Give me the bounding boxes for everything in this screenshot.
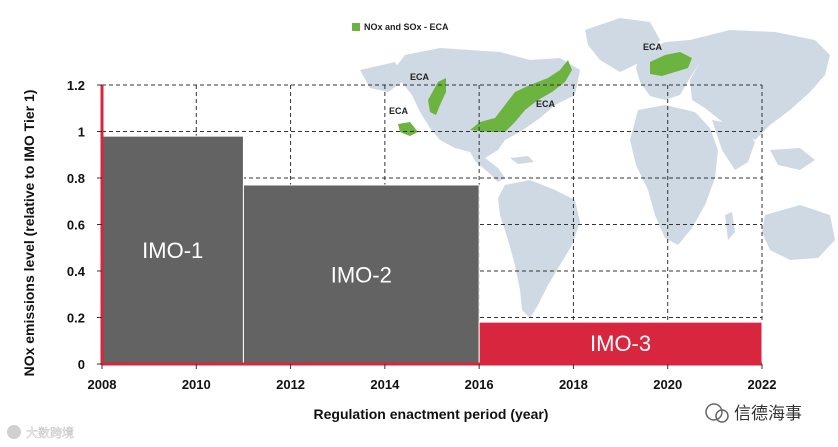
watermark-left-text: 大数跨境 [26, 425, 74, 440]
eca-zones [352, 23, 692, 136]
eca-label-west: ECA [410, 72, 430, 82]
y-tick-label-5: 1 [78, 125, 85, 140]
y-tick-label-4: 0.8 [67, 171, 85, 186]
x-tick-label-2: 2012 [276, 377, 305, 392]
x-axis-title: Regulation enactment period (year) [314, 406, 549, 422]
bar-label-imo-1: IMO-1 [142, 238, 203, 263]
eca-zone-us-east [470, 60, 572, 132]
wechat-icon [705, 403, 723, 421]
bar-imo-3 [478, 321, 763, 365]
watermark-right: 信德海事 [705, 403, 802, 424]
y-tick-label-0: 0 [78, 357, 85, 372]
y-tick-label-3: 0.6 [67, 218, 85, 233]
bar-label-imo-2: IMO-2 [331, 262, 392, 287]
eca-zone-hawaii [398, 122, 418, 136]
bars-layer: IMO-1 IMO-2 IMO-3 [101, 135, 763, 365]
bar-imo-1 [101, 135, 244, 365]
eca-label-europe: ECA [643, 42, 663, 52]
ticks-layer: 2008 2010 2012 2014 2016 2018 2020 2022 0 0.2 0.4 0… [67, 78, 777, 392]
y-axis-title: NOx emissions level (relative to IMO Tie… [21, 90, 37, 377]
x-tick-label-1: 2010 [182, 377, 211, 392]
bar-imo-2 [242, 184, 480, 365]
x-tick-label-3: 2014 [370, 377, 400, 392]
x-tick-label-5: 2018 [559, 377, 588, 392]
y-tick-label-1: 0.2 [67, 311, 85, 326]
bar-label-imo-3: IMO-3 [590, 331, 651, 356]
eca-label-hawaii: ECA [389, 106, 409, 116]
watermark-right-text: 信德海事 [734, 404, 802, 424]
y-tick-label-2: 0.4 [67, 264, 86, 279]
x-tick-label-0: 2008 [88, 377, 117, 392]
x-tick-label-4: 2016 [465, 377, 494, 392]
map-legend-label: NOx and SOx - ECA [364, 22, 449, 32]
eca-zone-north-europe [650, 52, 692, 76]
legend-swatch [352, 23, 360, 31]
x-tick-label-7: 2022 [748, 377, 777, 392]
x-tick-label-6: 2020 [653, 377, 682, 392]
y-tick-label-6: 1.2 [67, 78, 85, 93]
watermark-left: 大数跨境 [7, 425, 74, 440]
eca-zone-us-west [428, 78, 446, 115]
eca-label-east: ECA [536, 99, 556, 109]
